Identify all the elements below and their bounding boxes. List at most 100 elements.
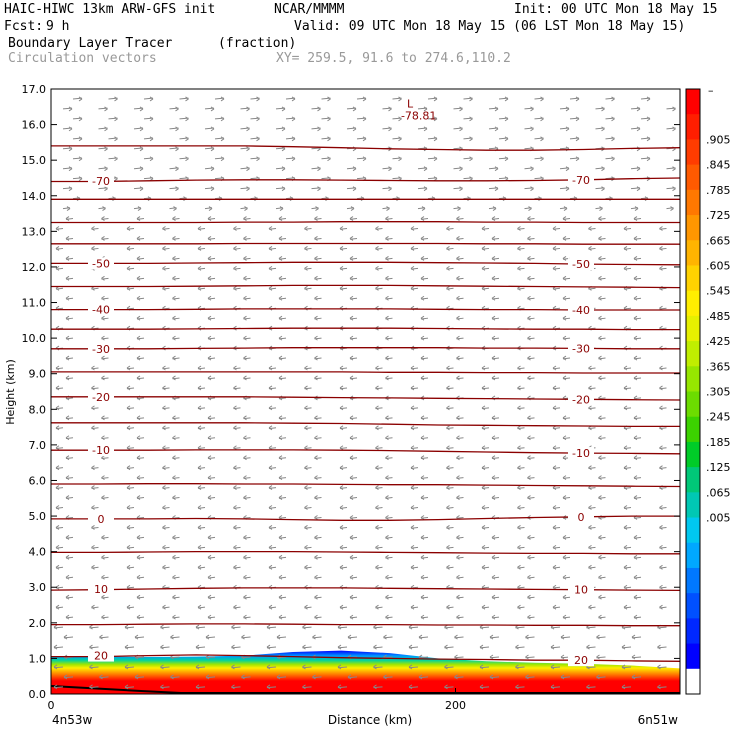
colorbar-swatch: [686, 416, 700, 443]
vector-head: [207, 295, 212, 301]
isotherm-label: -50: [92, 257, 110, 270]
vector-head: [375, 465, 379, 471]
vector-head: [375, 425, 379, 431]
vector-head: [68, 126, 73, 132]
vector-head: [352, 186, 357, 192]
vector-head: [517, 525, 521, 530]
vector-head: [207, 236, 212, 241]
vector-head: [207, 495, 212, 500]
vector-head: [527, 574, 531, 580]
vector-head: [304, 445, 308, 451]
vector-head: [517, 405, 521, 411]
vector-head: [91, 385, 95, 391]
vector-head: [456, 614, 460, 620]
vector-head: [623, 544, 628, 550]
vector-head: [481, 465, 486, 471]
vector-head: [175, 146, 179, 152]
vector-head: [349, 355, 354, 361]
vector-head: [207, 594, 212, 600]
vector-head: [65, 375, 70, 381]
org-label: NCAR/MMMM: [274, 2, 345, 17]
vector-head: [527, 216, 531, 221]
vector-head: [347, 674, 352, 680]
vector-head: [349, 275, 354, 281]
vector-head: [489, 654, 494, 660]
vector-head: [268, 405, 273, 411]
vector-head: [172, 495, 176, 500]
vector-head: [243, 574, 247, 580]
vector-head: [172, 475, 176, 481]
y-tick-label: 12.0: [22, 261, 47, 274]
vector-head: [410, 246, 415, 251]
vector-head: [601, 166, 605, 172]
vector-head: [623, 226, 628, 231]
vector-head: [197, 425, 202, 431]
vector-head: [489, 674, 494, 680]
isotherm-label: -40: [572, 304, 590, 317]
vector-head: [256, 116, 260, 122]
vector-head: [243, 594, 247, 600]
vector-head: [634, 206, 639, 211]
vector-head: [126, 505, 131, 510]
vector-head: [126, 445, 131, 451]
vector-head: [469, 156, 473, 162]
vector-head: [136, 216, 141, 221]
vector-head: [197, 365, 202, 371]
vector-head: [68, 166, 73, 172]
vector-head: [433, 176, 438, 182]
vector-head: [304, 485, 308, 491]
vector-head: [598, 574, 602, 580]
vector-head: [78, 156, 83, 162]
y-axis: 0.0 1.0 2.0 3.0 4.0 5.0 6.0 7.0 8.0 9.0 10.0 11.0 12…: [22, 83, 680, 701]
tracer-fill: [50, 650, 680, 694]
vector-head: [562, 475, 567, 481]
vector-head: [598, 315, 602, 321]
vector-head: [446, 246, 450, 251]
vector-head: [243, 315, 247, 321]
vector-head: [160, 684, 164, 690]
vector-head: [126, 544, 131, 550]
vector-head: [540, 156, 544, 162]
vector-head: [266, 624, 271, 630]
vector-head: [375, 246, 379, 251]
vector-head: [420, 375, 425, 381]
vector-head: [55, 544, 60, 550]
vector-head: [302, 684, 306, 690]
isotherm-label-bg: [568, 173, 594, 186]
colorbar-swatch: [686, 139, 700, 166]
vector-head: [304, 305, 308, 311]
vector-head: [147, 196, 152, 202]
vector-head: [517, 544, 521, 550]
vector-head: [481, 385, 486, 391]
vector-head: [220, 96, 225, 102]
vector-head: [243, 335, 247, 341]
vector-head: [281, 106, 286, 112]
vector-head: [491, 216, 496, 221]
vector-head: [373, 684, 377, 690]
vector-head: [410, 465, 415, 471]
vector-head: [562, 295, 567, 301]
isotherm-label-bg: [568, 654, 594, 667]
vector-head: [339, 544, 344, 550]
vector-head: [256, 156, 260, 162]
vector-head: [375, 445, 379, 451]
vector-head: [139, 106, 144, 112]
vector-head: [183, 196, 187, 202]
vector-head: [362, 96, 367, 102]
vector-head: [246, 106, 250, 112]
vector-head: [233, 485, 237, 491]
vector-head: [197, 604, 202, 610]
vector-head: [456, 594, 460, 600]
vector-head: [623, 584, 628, 590]
colorbar-label: .005: [706, 512, 731, 525]
vector-head: [337, 644, 342, 650]
vector-head: [385, 534, 389, 540]
vector-head: [420, 594, 425, 600]
vector-head: [162, 405, 166, 411]
vector-head: [65, 435, 70, 441]
vector-head: [633, 355, 638, 361]
vector-head: [530, 166, 534, 172]
vector-head: [456, 415, 460, 421]
vector-head: [672, 106, 676, 112]
vector-head: [55, 525, 60, 530]
